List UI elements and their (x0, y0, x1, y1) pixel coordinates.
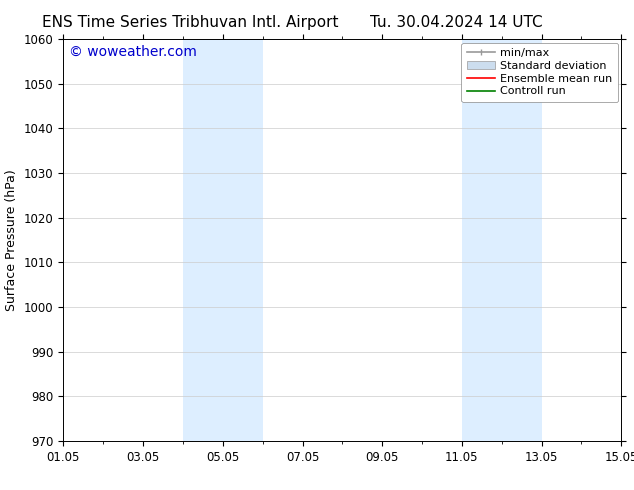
Text: ENS Time Series Tribhuvan Intl. Airport: ENS Time Series Tribhuvan Intl. Airport (42, 15, 339, 30)
Y-axis label: Surface Pressure (hPa): Surface Pressure (hPa) (5, 169, 18, 311)
Bar (462, 39, 541, 441)
Legend: min/max, Standard deviation, Ensemble mean run, Controll run: min/max, Standard deviation, Ensemble me… (462, 43, 618, 102)
Text: Tu. 30.04.2024 14 UTC: Tu. 30.04.2024 14 UTC (370, 15, 543, 30)
Bar (183, 39, 262, 441)
Text: © woweather.com: © woweather.com (69, 45, 197, 59)
